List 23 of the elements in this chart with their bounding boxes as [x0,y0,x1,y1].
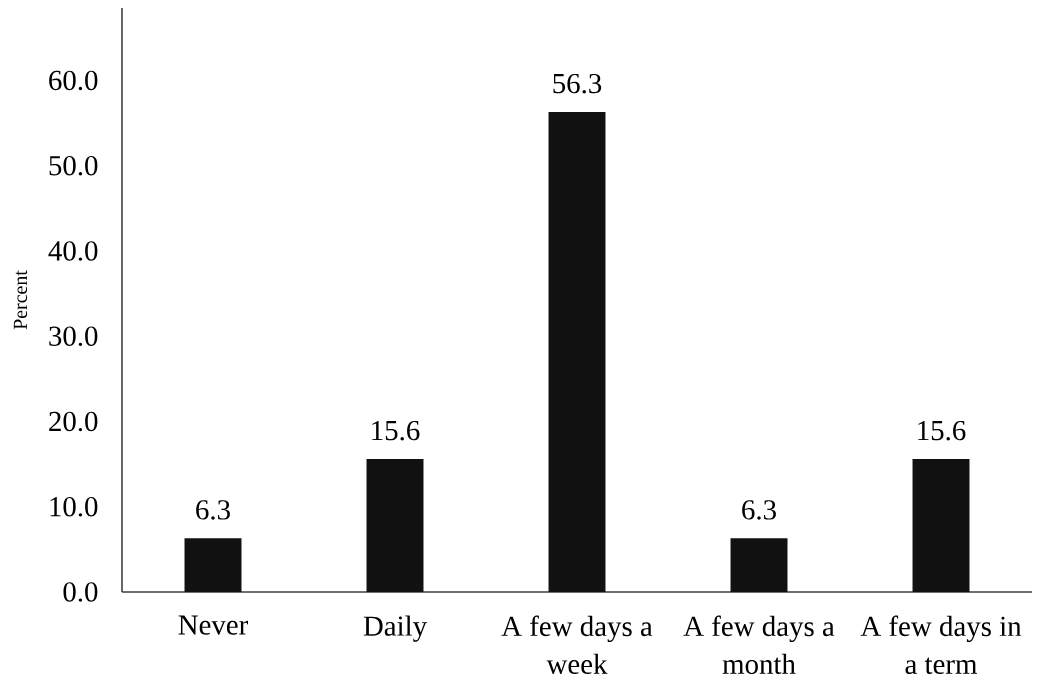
y-tick-label: 40.0 [48,241,98,261]
bar [366,459,424,592]
data-label: 15.6 [372,420,420,441]
y-tick-label: 30.0 [49,326,98,347]
y-tick-label: 60.0 [49,70,98,91]
bar [912,459,970,592]
x-tick-label: Never [178,615,249,635]
bar [184,538,242,592]
data-label: 6.3 [196,500,230,520]
data-label: 56.3 [553,73,602,94]
bar [548,112,606,592]
x-tick-label: Daily [363,615,427,642]
data-label: 6.3 [742,500,776,520]
x-tick-label: A few days a week [501,615,653,674]
x-tick-label: A few days in a term [860,615,1022,674]
y-tick-label: 50.0 [49,155,98,176]
y-tick-label: 0.0 [63,582,98,602]
bar [730,538,788,592]
y-axis-title: Percent [13,270,28,330]
data-label: 15.6 [918,420,966,441]
y-tick-label: 10.0 [50,496,98,517]
y-tick-label: 20.0 [49,411,98,432]
x-tick-label: A few days a month [683,615,835,674]
